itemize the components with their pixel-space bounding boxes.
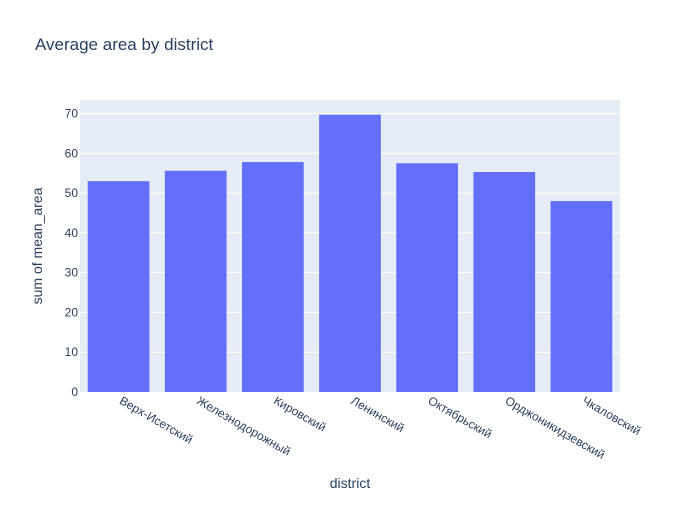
x-tick-label: Ленинский bbox=[349, 393, 407, 435]
y-tick-label: 50 bbox=[65, 186, 79, 200]
bar bbox=[164, 170, 227, 392]
y-tick-label: 70 bbox=[65, 107, 79, 121]
bars bbox=[87, 114, 613, 392]
y-tick-label: 10 bbox=[65, 345, 79, 359]
x-tick-label: Чкаловский bbox=[580, 393, 643, 438]
bar bbox=[242, 162, 304, 392]
x-tick-label: Верх-Исетский bbox=[117, 393, 195, 446]
y-tick-label: 30 bbox=[65, 266, 79, 280]
chart-title: Average area by district bbox=[35, 35, 214, 54]
y-axis-title: sum of mean_area bbox=[29, 187, 45, 304]
y-tick-label: 40 bbox=[65, 226, 79, 240]
x-axis-title: district bbox=[330, 475, 371, 491]
y-tick-label: 20 bbox=[65, 305, 79, 319]
y-tick-labels: 0 10 20 30 40 50 60 70 bbox=[65, 107, 79, 399]
y-tick-label: 60 bbox=[65, 146, 79, 160]
bar bbox=[87, 181, 150, 392]
x-tick-label: Октябрьский bbox=[426, 393, 495, 441]
y-tick-label: 0 bbox=[71, 385, 78, 399]
bar bbox=[473, 172, 536, 392]
bar bbox=[319, 114, 381, 392]
bar bbox=[396, 163, 458, 392]
bar bbox=[550, 201, 613, 392]
x-tick-label: Кировский bbox=[271, 393, 328, 434]
